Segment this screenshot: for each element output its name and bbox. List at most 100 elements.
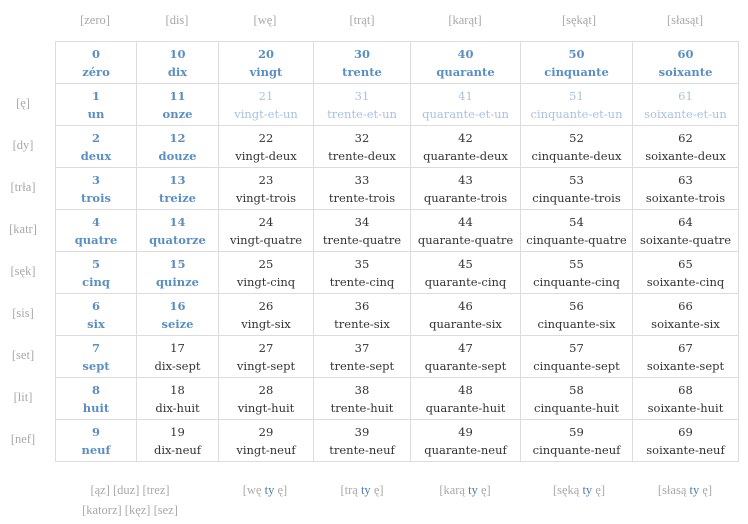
number-cell: 33 trente-trois — [313, 167, 411, 210]
number-cell: 16 seize — [136, 293, 219, 336]
number-digits: 48 — [458, 382, 473, 397]
number-cell: 24 vingt-quatre — [218, 209, 314, 252]
table-row: 6 six 16 seize 26 vingt-six 36 trente-six 46 quar… — [55, 293, 739, 336]
number-cell: 52 cinquante-deux — [520, 125, 633, 168]
row-header: [sęk] — [10, 264, 36, 278]
number-word: trente-six — [334, 316, 390, 331]
number-digits: 9 — [91, 424, 100, 439]
number-digits: 16 — [169, 298, 186, 313]
teens-line-2: [katorz] [kęz] [sez] — [82, 503, 178, 517]
column-header: [dis] — [165, 13, 189, 27]
number-cell: 50 cinquante — [520, 41, 633, 84]
row-header: [katr] — [9, 222, 37, 236]
number-cell: 47 quarante-sept — [410, 335, 521, 378]
number-digits: 36 — [354, 298, 370, 313]
column-header: [zero] — [80, 13, 110, 27]
number-digits: 31 — [354, 88, 370, 103]
number-cell: 26 vingt-six — [218, 293, 314, 336]
number-cell: 32 trente-deux — [313, 125, 411, 168]
number-word: vingt-sept — [236, 358, 296, 373]
number-digits: 4 — [91, 214, 100, 229]
number-word: trois — [81, 190, 111, 205]
number-digits: 19 — [170, 424, 185, 439]
number-word: cinquante-cinq — [533, 274, 620, 289]
number-digits: 23 — [258, 172, 274, 187]
number-word: quarante-et-un — [422, 106, 509, 121]
number-word: zéro — [82, 64, 110, 79]
number-digits: 21 — [258, 88, 274, 103]
number-cell: 9 neuf — [55, 419, 137, 462]
number-word: vingt-neuf — [236, 442, 296, 457]
number-word: vingt-six — [241, 316, 291, 331]
footer-pronunciation: [wę ty ę] — [218, 480, 313, 500]
number-word: quarante-huit — [425, 400, 506, 415]
footer-teens: [ąz] [duz] [trez] [katorz] [kęz] [sez] — [60, 480, 200, 520]
number-digits: 29 — [258, 424, 274, 439]
number-cell: 42 quarante-deux — [410, 125, 521, 168]
number-cell: 62 soixante-deux — [632, 125, 739, 168]
footer-pronunciation: [słasą ty ę] — [632, 480, 738, 500]
number-word: soixante-sept — [646, 358, 725, 373]
number-cell: 66 soixante-six — [632, 293, 739, 336]
number-cell: 37 trente-sept — [313, 335, 411, 378]
number-cell: 22 vingt-deux — [218, 125, 314, 168]
column-header: [słasąt] — [666, 13, 704, 27]
footer-pre: [karą — [439, 483, 469, 497]
number-cell: 6 six — [55, 293, 137, 336]
table-row: 0 zéro 10 dix 20 vingt 30 trente 40 quarante 50 cin… — [55, 41, 739, 84]
footer-post: ę] — [592, 483, 606, 497]
number-word: cinq — [82, 274, 110, 289]
number-cell: 59 cinquante-neuf — [520, 419, 633, 462]
number-cell: 69 soixante-neuf — [632, 419, 739, 462]
table-row: 1 un 11 onze 21 vingt-et-un 31 trente-et-un 41 qu… — [55, 83, 739, 126]
number-word: seize — [161, 316, 194, 331]
number-cell: 57 cinquante-sept — [520, 335, 633, 378]
number-cell: 56 cinquante-six — [520, 293, 633, 336]
footer-ty: ty — [582, 483, 593, 497]
number-word: deux — [80, 148, 112, 163]
footer-pronunciation: [sęką ty ę] — [523, 480, 635, 500]
number-word: quarante-cinq — [424, 274, 507, 289]
number-word: soixante-huit — [647, 400, 724, 415]
number-word: douze — [158, 148, 197, 163]
number-cell: 64 soixante-quatre — [632, 209, 739, 252]
number-digits: 39 — [354, 424, 370, 439]
number-word: dix-neuf — [153, 442, 202, 457]
column-header: [trąt] — [349, 13, 375, 27]
number-digits: 11 — [169, 88, 186, 103]
number-word: quatorze — [149, 232, 206, 247]
number-digits: 52 — [569, 130, 584, 145]
number-digits: 51 — [569, 88, 584, 103]
number-word: treize — [159, 190, 196, 205]
footer-post: ę] — [274, 483, 288, 497]
number-word: six — [87, 316, 105, 331]
row-header: [dy] — [12, 138, 34, 152]
number-word: vingt-cinq — [236, 274, 296, 289]
number-cell: 43 quarante-trois — [410, 167, 521, 210]
number-digits: 66 — [678, 298, 693, 313]
footer-post: ę] — [370, 483, 384, 497]
number-cell: 21 vingt-et-un — [218, 83, 314, 126]
number-word: dix-huit — [155, 400, 200, 415]
number-cell: 23 vingt-trois — [218, 167, 314, 210]
number-word: trente-cinq — [329, 274, 395, 289]
number-digits: 34 — [354, 214, 370, 229]
footer-pre: [sęką — [552, 483, 583, 497]
number-word: soixante-neuf — [646, 442, 725, 457]
footer-ty: ty — [360, 483, 371, 497]
number-digits: 53 — [569, 172, 584, 187]
number-word: un — [87, 106, 105, 121]
number-word: soixante-six — [651, 316, 720, 331]
number-word: quarante-trois — [423, 190, 508, 205]
number-digits: 56 — [569, 298, 584, 313]
row-header: [set] — [11, 348, 35, 362]
teens-line-1: [ąz] [duz] [trez] — [90, 483, 170, 497]
number-digits: 35 — [354, 256, 370, 271]
number-digits: 41 — [458, 88, 473, 103]
number-digits: 49 — [458, 424, 473, 439]
number-word: quatre — [74, 232, 118, 247]
number-word: soixante — [658, 64, 713, 79]
number-word: trente — [342, 64, 382, 79]
footer-post: ę] — [699, 483, 713, 497]
number-digits: 0 — [91, 46, 100, 61]
